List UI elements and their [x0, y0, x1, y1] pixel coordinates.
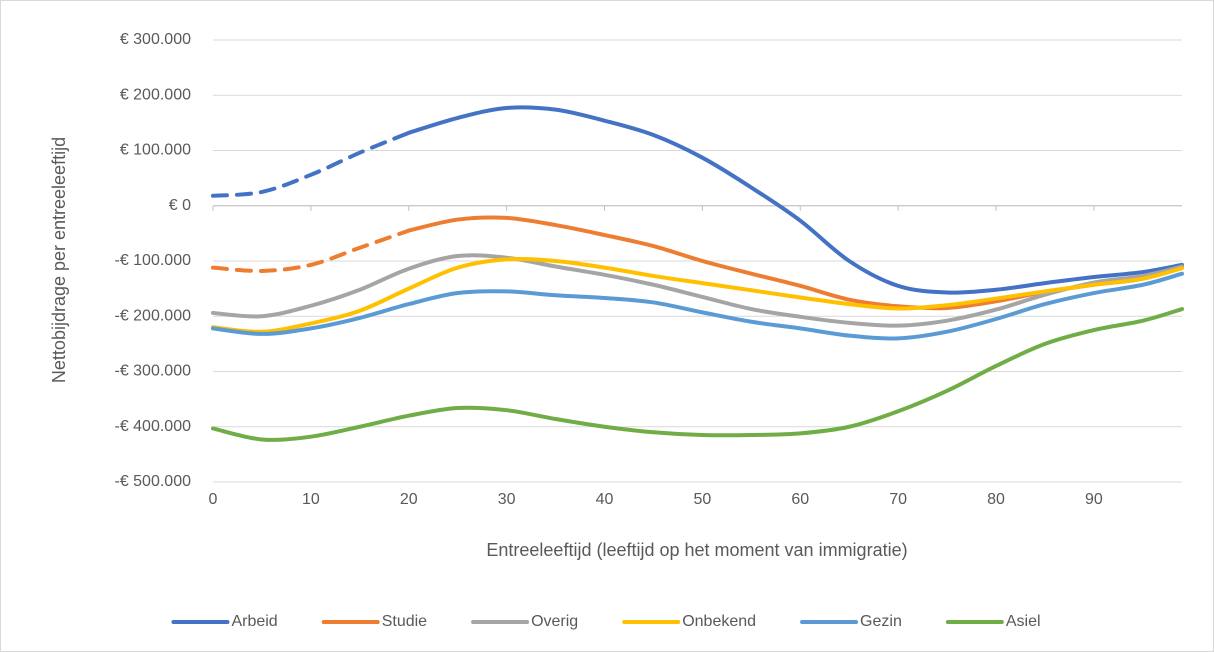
x-tick-label: 90 [1085, 491, 1103, 508]
y-tick-label: € 300.000 [120, 31, 191, 48]
y-tick-label: -€ 200.000 [114, 307, 191, 324]
y-tick-label: -€ 100.000 [114, 252, 191, 269]
y-axis-title: Nettobijdrage per entreeleeftijd [49, 137, 69, 383]
x-tick-label: 50 [693, 491, 711, 508]
series-line [211, 256, 1184, 334]
series-line-dashed [211, 130, 411, 198]
series-line [406, 105, 1184, 295]
series-line [211, 253, 1184, 328]
legend-label: Asiel [1006, 613, 1041, 630]
x-tick-label: 30 [498, 491, 516, 508]
legend-label: Arbeid [231, 613, 277, 630]
legend-label: Onbekend [682, 613, 756, 630]
x-tick-label: 10 [302, 491, 320, 508]
y-tick-label: -€ 400.000 [114, 418, 191, 435]
y-tick-label: € 100.000 [120, 142, 191, 159]
y-tick-label: € 200.000 [120, 86, 191, 103]
legend-label: Gezin [860, 613, 902, 630]
legend-label: Studie [382, 613, 427, 630]
y-tick-label: € 0 [169, 197, 191, 214]
x-tick-label: 80 [987, 491, 1005, 508]
legend-label: Overig [531, 613, 578, 630]
series-line-dashed [211, 228, 411, 273]
x-axis-title: Entreeleeftijd (leeftijd op het moment v… [486, 540, 907, 560]
x-tick-label: 40 [596, 491, 614, 508]
x-tick-label: 20 [400, 491, 418, 508]
y-tick-label: -€ 500.000 [114, 473, 191, 490]
series-line [211, 307, 1184, 442]
series-line [211, 271, 1184, 341]
y-tick-label: -€ 300.000 [114, 363, 191, 380]
x-tick-label: 70 [889, 491, 907, 508]
x-tick-label: 60 [791, 491, 809, 508]
x-tick-label: 0 [209, 491, 218, 508]
